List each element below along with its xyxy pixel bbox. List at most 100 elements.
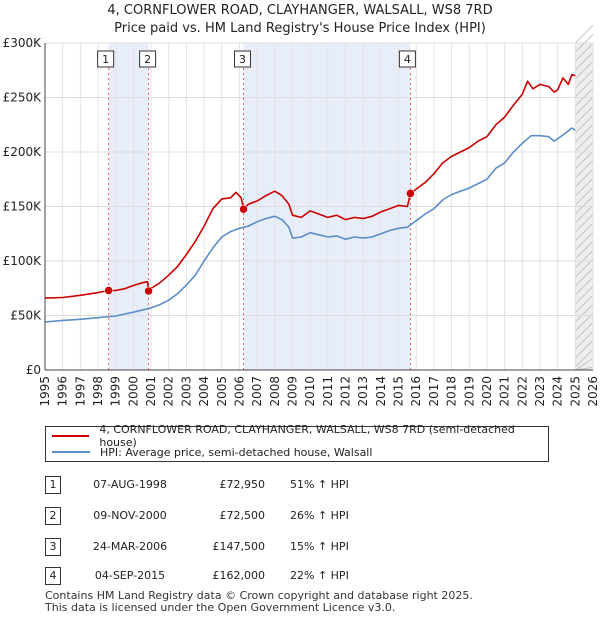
transaction-number: 2 [45, 507, 61, 525]
x-tick-label: 2019 [462, 376, 476, 407]
x-tick-label: 2009 [285, 376, 299, 407]
transaction-price: £162,000 [212, 569, 266, 582]
transaction-hpi-relation: 51% ↑ HPI [290, 478, 349, 491]
footer-line-licence: This data is licensed under the Open Gov… [45, 601, 396, 614]
legend-label-property: 4, CORNFLOWER ROAD, CLAYHANGER, WALSALL,… [99, 423, 515, 449]
hatch-line [575, 133, 594, 152]
hatch-line [575, 268, 594, 287]
transaction-number: 1 [45, 476, 61, 494]
hatch-line [575, 115, 594, 134]
x-tick-label: 2010 [303, 376, 317, 407]
x-tick-label: 2011 [321, 376, 335, 407]
x-tick-label: 2026 [586, 376, 600, 407]
hatch-line [575, 232, 594, 251]
transaction-number: 4 [45, 567, 61, 585]
hatch-line [575, 70, 594, 89]
x-tick-label: 2016 [409, 376, 423, 407]
x-tick-label: 1996 [56, 376, 70, 407]
x-tick-label: 2012 [339, 376, 353, 407]
x-tick-label: 2022 [515, 376, 529, 407]
hatch-line [575, 357, 594, 371]
hatch-line [575, 187, 594, 206]
hatch-line [575, 349, 594, 368]
hatch-line [575, 169, 594, 188]
hatch-line [575, 322, 594, 341]
property-series-line [44, 73, 576, 299]
sale-3-point [239, 204, 248, 214]
legend-item-hpi: HPI: Average price, semi-detached house,… [52, 444, 372, 460]
hatch-line [575, 61, 594, 80]
chart-title: 4, CORNFLOWER ROAD, CLAYHANGER, WALSALL,… [107, 3, 492, 18]
hatch-line [575, 205, 594, 224]
y-tick-label: £250K [3, 91, 43, 105]
legend: 4, CORNFLOWER ROAD, CLAYHANGER, WALSALL,… [45, 423, 549, 462]
hatch-line [575, 259, 594, 278]
hatch-line [575, 151, 594, 170]
hatch-line [575, 331, 594, 350]
sale-1-label: 1 [102, 53, 109, 66]
hatch-line [575, 241, 594, 260]
hatch-line [575, 142, 594, 161]
x-tick-label: 2007 [250, 376, 264, 407]
transaction-date: 04-SEP-2015 [94, 569, 166, 582]
hatch-line [575, 97, 594, 116]
sale-4-label: 4 [404, 53, 411, 66]
hatch-line [575, 25, 594, 44]
sale-2-label: 2 [144, 53, 151, 66]
transaction-number: 3 [45, 538, 61, 556]
hatch-line [575, 295, 594, 314]
x-tick-label: 2021 [498, 376, 512, 407]
legend-swatch-property [52, 435, 90, 437]
legend-label-hpi: HPI: Average price, semi-detached house,… [100, 445, 373, 459]
sale-2-label-box [139, 50, 157, 68]
x-tick-label: 2004 [197, 376, 211, 407]
sale-1-point [104, 286, 113, 295]
hatch-line [575, 43, 594, 62]
legend-swatch-hpi [52, 451, 90, 453]
sale-4-label-box [398, 50, 416, 68]
x-tick-label: 2001 [144, 376, 158, 407]
transaction-date: 24-MAR-2006 [92, 540, 168, 553]
price-chart: 4, CORNFLOWER ROAD, CLAYHANGER, WALSALL,… [3, 3, 600, 407]
hatch-line [575, 277, 594, 296]
x-tick-label: 2025 [568, 376, 582, 407]
hatch-line [575, 286, 594, 305]
x-tick-label: 2006 [232, 376, 246, 407]
hatch-line [575, 196, 594, 215]
transaction-date: 07-AUG-1998 [93, 478, 167, 491]
x-tick-label: 2018 [445, 376, 459, 407]
x-tick-label: 2008 [268, 376, 282, 407]
legend-item-property: 4, CORNFLOWER ROAD, CLAYHANGER, WALSALL,… [52, 423, 548, 449]
footer-attribution: Contains HM Land Registry data © Crown c… [45, 590, 473, 614]
sale-1-label-box [97, 50, 115, 68]
x-tick-label: 2005 [215, 376, 229, 407]
x-tick-label: 2000 [126, 376, 140, 407]
sale-2-point [144, 286, 153, 296]
hatch-line [575, 79, 594, 98]
x-tick-label: 1997 [73, 376, 87, 407]
hatch-line [575, 52, 594, 71]
transaction-price: £147,500 [212, 540, 266, 553]
y-tick-label: £300K [3, 36, 43, 50]
y-tick-label: £150K [3, 200, 43, 214]
x-tick-label: 2024 [551, 376, 565, 407]
x-tick-label: 2017 [427, 376, 441, 407]
sale-3-label: 3 [239, 53, 246, 66]
transaction-price: £72,950 [219, 478, 266, 491]
x-tick-label: 1995 [38, 376, 52, 407]
chart-subtitle: Price paid vs. HM Land Registry's House … [114, 21, 486, 36]
hatch-line [575, 124, 594, 143]
hatch-line [575, 250, 594, 269]
x-tick-label: 1999 [109, 376, 123, 407]
hatch-line [575, 160, 594, 179]
sale-4-point [406, 189, 415, 198]
x-tick-label: 2020 [480, 376, 494, 407]
footer-line-copyright: Contains HM Land Registry data © Crown c… [45, 589, 473, 602]
y-tick-label: £0 [26, 363, 41, 377]
hatch-line [575, 340, 594, 359]
x-tick-label: 2003 [179, 376, 193, 407]
y-tick-label: £100K [3, 254, 43, 268]
y-tick-label: £200K [3, 145, 43, 159]
x-tick-label: 2015 [392, 376, 406, 407]
x-tick-label: 2002 [162, 376, 176, 407]
